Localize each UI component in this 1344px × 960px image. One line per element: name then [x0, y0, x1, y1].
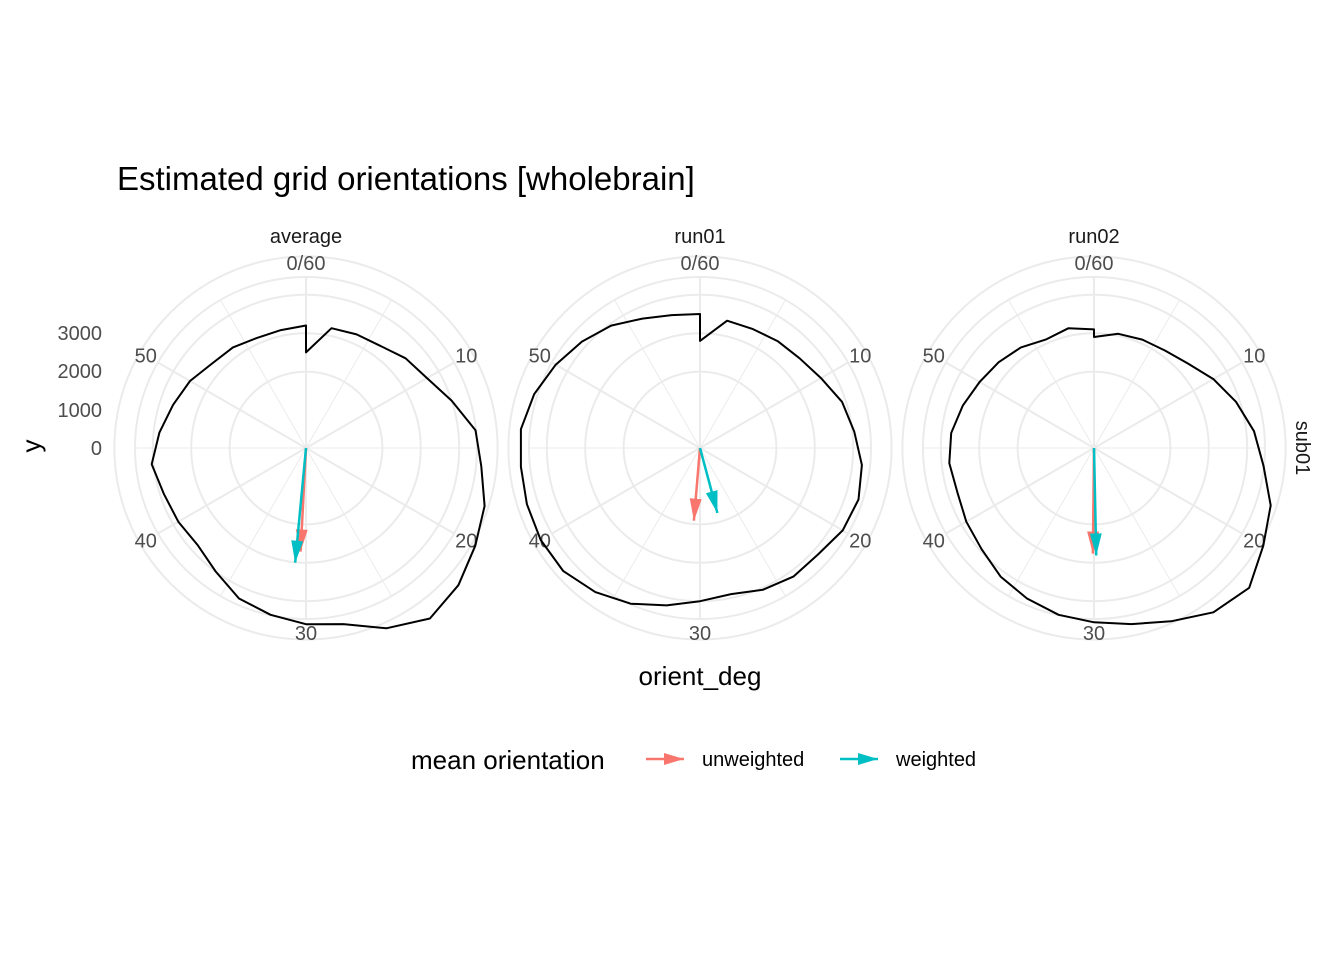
angular-tick-label: 20	[455, 531, 477, 553]
angular-tick-label: 50	[529, 346, 551, 368]
grid-spoke-major	[1093, 447, 1243, 535]
chart-title: Estimated grid orientations [wholebrain]	[117, 160, 695, 197]
grid-spoke-minor	[305, 299, 392, 449]
grid-spoke-major	[945, 447, 1095, 535]
arrowhead-weighted	[1089, 533, 1102, 556]
legend-label-unweighted: unweighted	[702, 749, 804, 771]
y-axis-ticks: 0 1000 2000 3000	[58, 323, 103, 460]
grid-circle	[901, 255, 1287, 641]
facet-strip-label: average	[270, 226, 342, 248]
facet-row-strip-label: sub01	[1291, 421, 1313, 476]
grid-spoke-minor	[699, 299, 786, 449]
y-tick-label: 3000	[58, 323, 103, 345]
facet-panel-average: average 0/60 10 20 30 40 50	[113, 226, 499, 645]
grid-spoke-major	[305, 361, 455, 449]
angular-tick-label: 0/60	[681, 253, 720, 275]
density-curve	[519, 313, 863, 607]
grid-spoke-major	[699, 361, 849, 449]
angular-tick-label: 20	[849, 531, 871, 553]
grid-spoke-major	[699, 447, 849, 535]
density-curve	[150, 324, 486, 630]
grid-circle	[113, 255, 499, 641]
arrowhead-weighted	[705, 490, 718, 513]
angular-tick-label: 50	[135, 346, 157, 368]
angular-tick-label: 40	[135, 531, 157, 553]
grid-spoke-minor	[614, 299, 701, 449]
grid-spoke-minor	[220, 447, 307, 597]
grid-circle	[507, 255, 893, 641]
y-axis-title: y	[16, 440, 46, 453]
legend-label-weighted: weighted	[895, 749, 976, 771]
angular-tick-label: 10	[1243, 346, 1265, 368]
grid-spoke-major	[1093, 361, 1243, 449]
grid-spoke-minor	[614, 447, 701, 597]
grid-spoke-minor	[1093, 447, 1180, 597]
facet-strip-label: run01	[674, 226, 725, 248]
angular-tick-label: 30	[295, 623, 317, 645]
facet-panel-run02: run02 0/60 10 20 30 40 50	[901, 226, 1287, 645]
density-curve	[948, 327, 1272, 626]
grid-spoke-major	[945, 361, 1095, 449]
grid-spoke-minor	[305, 447, 392, 597]
angular-tick-label: 40	[923, 531, 945, 553]
grid-spoke-minor	[1008, 447, 1095, 597]
legend-title: mean orientation	[411, 745, 605, 775]
grid-spoke-major	[551, 361, 701, 449]
angular-tick-label: 50	[923, 346, 945, 368]
angular-tick-label: 0/60	[287, 253, 326, 275]
arrowhead-unweighted	[689, 498, 702, 521]
angular-tick-label: 0/60	[1075, 253, 1114, 275]
grid-spoke-major	[551, 447, 701, 535]
x-axis-title: orient_deg	[639, 661, 762, 691]
angular-tick-label: 10	[455, 346, 477, 368]
legend: mean orientation unweighted weighted	[411, 745, 976, 775]
facet-strip-label: run02	[1068, 226, 1119, 248]
y-tick-label: 0	[91, 438, 102, 460]
y-tick-label: 2000	[58, 361, 103, 383]
grid-spoke-minor	[1093, 299, 1180, 449]
y-tick-label: 1000	[58, 400, 103, 422]
angular-tick-label: 30	[689, 623, 711, 645]
grid-spoke-minor	[220, 299, 307, 449]
grid-spoke-major	[157, 447, 307, 535]
legend-key-weighted	[840, 753, 878, 765]
grid-spoke-major	[305, 447, 455, 535]
grid-spoke-minor	[699, 447, 786, 597]
grid-spoke-major	[157, 361, 307, 449]
angular-tick-label: 30	[1083, 623, 1105, 645]
angular-tick-label: 10	[849, 346, 871, 368]
legend-key-unweighted	[646, 753, 684, 765]
arrowhead-weighted	[291, 540, 304, 563]
angular-tick-label: 20	[1243, 531, 1265, 553]
facet-panels: average 0/60 10 20 30 40 50 run01 0/60 10 20 30 40 50…	[113, 226, 1287, 645]
grid-spoke-minor	[1008, 299, 1095, 449]
